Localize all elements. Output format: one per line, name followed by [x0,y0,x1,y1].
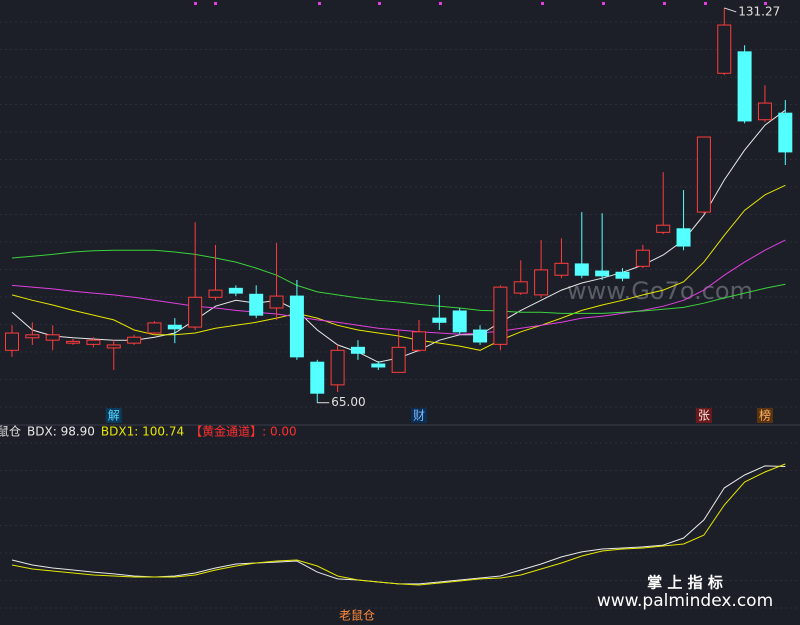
candle-body [127,336,142,344]
candle-body [717,24,732,74]
candle-body [5,332,19,351]
candle-body [615,271,630,279]
indicator-legend: 【黄金通道】: 0.00 [190,424,297,439]
candle-body [696,136,711,213]
candle-body [269,295,284,309]
candle-body [66,340,81,344]
indicator-footer: 老鼠仓 [339,609,375,623]
event-marker [105,408,122,423]
indicator-legend: BDX: 98.90 [27,425,95,439]
candle-body [656,224,671,233]
top-dots [194,2,767,5]
candle-body [676,228,691,247]
moving-average-line [11,239,786,335]
candle-body [391,346,406,373]
candle-body [310,361,325,394]
moving-average-line [11,249,786,314]
event-label: 财 [413,409,425,423]
candle-body [554,262,569,276]
candle-body [147,322,162,334]
candle-body [412,331,426,351]
event-marker [695,408,712,423]
candle-body [778,112,793,153]
candle-body [534,269,549,296]
candle-body [350,346,365,354]
candle-body [371,363,386,368]
candle-body [228,287,243,294]
candle-body [289,295,304,358]
extreme-label: 65.00 [331,395,365,409]
event-marker [411,408,427,423]
extreme-label: 131.27 [738,4,780,18]
candle-body [330,349,345,386]
moving-average-line [11,184,786,351]
candle-body [106,344,121,349]
candle-body [188,296,203,328]
candle-body [167,324,182,330]
candle-body [432,317,447,323]
candle-body [513,281,528,294]
candle-body [757,102,772,121]
indicator-line [11,463,786,586]
candle-body [25,334,40,339]
moving-average-line [11,109,786,363]
event-label: 榜 [759,408,771,423]
candle-body [574,263,589,276]
event-label: 张 [698,409,710,423]
candle-body [493,286,508,345]
candle-body [737,51,752,122]
candle-body [473,329,488,343]
indicator-line [11,465,786,585]
watermark: www.palmindex.com [597,591,773,611]
candle-body [45,334,60,341]
candle-body [208,289,223,298]
grid [0,21,800,609]
extreme-pointer [724,7,737,13]
event-label: 解 [108,409,120,423]
event-marker [756,408,773,423]
indicator-legend: 鼠仓 [0,425,21,439]
candle-body [635,249,650,267]
candle-body [249,293,264,316]
candle-body [595,270,610,277]
indicator-legend: BDX1: 100.74 [101,425,184,439]
candle-body [86,339,101,345]
candle-body [452,310,467,333]
watermark: 掌 上 指 标 [647,574,723,592]
